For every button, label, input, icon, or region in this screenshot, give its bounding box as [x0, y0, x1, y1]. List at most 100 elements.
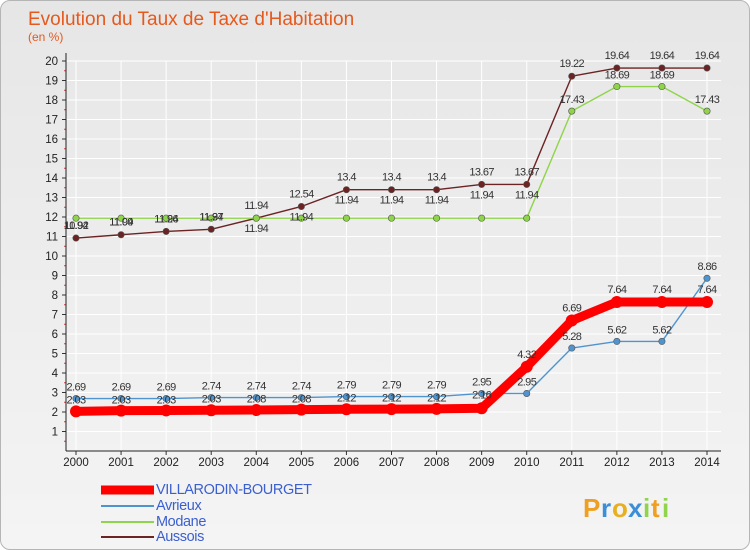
y-tick-label: 9 — [52, 271, 58, 283]
gridlines — [66, 60, 721, 451]
data-point — [655, 296, 668, 309]
data-point — [520, 360, 533, 373]
data-point — [70, 405, 82, 418]
data-label: 11.94 — [289, 211, 313, 223]
logo-letter: i — [643, 493, 650, 523]
data-label: 2.03 — [157, 395, 176, 407]
data-label: 11.94 — [109, 217, 133, 229]
data-point — [72, 214, 80, 222]
data-label: 13.4 — [382, 172, 401, 184]
y-tick-label: 16 — [45, 134, 58, 146]
data-label: 2.74 — [292, 381, 311, 393]
data-point — [658, 337, 666, 345]
y-tick-label: 2 — [52, 407, 58, 419]
data-point — [523, 214, 531, 222]
x-tick-label: 2007 — [379, 457, 405, 469]
logo-letter: x — [628, 493, 643, 523]
data-point — [297, 214, 305, 222]
data-label: 2.74 — [202, 381, 221, 393]
data-label: 2.12 — [427, 393, 446, 405]
x-tick-label: 2003 — [198, 457, 224, 469]
data-label: 18.69 — [650, 70, 675, 82]
proxiti-logo: P r o x i t i — [583, 493, 669, 523]
data-label: 2.16 — [472, 389, 491, 401]
data-point — [340, 403, 353, 416]
data-point — [703, 274, 711, 282]
data-label: 19.64 — [650, 50, 675, 62]
x-tick-label: 2012 — [604, 457, 630, 469]
logo-letter: o — [612, 493, 628, 523]
data-point — [72, 234, 80, 242]
data-point — [703, 64, 711, 72]
y-tick-label: 1 — [52, 427, 58, 439]
data-point — [117, 214, 125, 222]
x-tick-label: 2009 — [469, 457, 495, 469]
data-label: 2.69 — [112, 382, 131, 394]
data-label: 13.4 — [337, 172, 356, 184]
y-tick-label: 3 — [52, 388, 58, 400]
data-label: 11.94 — [244, 223, 268, 235]
logo-letter: r — [601, 493, 611, 523]
data-point — [613, 83, 621, 91]
data-label: 10.92 — [64, 220, 89, 232]
data-point — [703, 107, 711, 115]
x-tick-label: 2011 — [559, 457, 584, 469]
data-point — [297, 394, 305, 402]
legend-label: VILLARODIN-BOURGET — [156, 482, 312, 498]
data-label: 18.69 — [605, 70, 630, 82]
data-label: 4.32 — [517, 349, 536, 361]
data-label: 2.69 — [157, 382, 176, 394]
data-label: 5.62 — [607, 324, 626, 336]
data-point — [117, 395, 125, 403]
data-point — [115, 404, 128, 417]
data-point — [162, 395, 170, 403]
data-point — [433, 186, 441, 194]
data-label: 11.94 — [515, 189, 539, 201]
x-tick-label: 2006 — [334, 457, 360, 469]
logo-letter: i — [662, 493, 669, 523]
data-point — [610, 296, 623, 309]
x-tick-label: 2008 — [424, 457, 450, 469]
x-tick-label: 2010 — [514, 457, 540, 469]
data-label: 11.37 — [199, 211, 223, 223]
data-point — [478, 180, 486, 188]
y-tick-label: 17 — [45, 115, 58, 127]
data-label: 2.79 — [337, 380, 356, 392]
data-label: 2.03 — [66, 395, 85, 407]
data-point — [523, 180, 531, 188]
x-tick-label: 2013 — [649, 457, 675, 469]
y-tick-label: 20 — [45, 56, 58, 68]
data-label: 2.12 — [337, 393, 356, 405]
data-label: 2.79 — [427, 380, 446, 392]
data-point — [523, 389, 531, 397]
y-tick-label: 8 — [52, 290, 58, 302]
legend-label: Avrieux — [156, 498, 202, 514]
data-label: 17.43 — [560, 94, 585, 106]
data-point — [160, 404, 173, 417]
data-point — [478, 389, 486, 397]
data-label: 19.64 — [605, 50, 630, 62]
data-point — [207, 394, 215, 402]
x-tick-label: 2004 — [243, 457, 269, 469]
data-label: 8.86 — [697, 261, 716, 273]
data-label: 13.67 — [469, 166, 494, 178]
data-label: 2.74 — [247, 381, 266, 393]
data-point — [207, 214, 215, 222]
data-label: 11.94 — [425, 195, 449, 207]
data-label: 11.94 — [64, 220, 88, 232]
data-point — [205, 404, 218, 417]
logo-letter: t — [651, 493, 660, 523]
y-tick-label: 7 — [52, 310, 58, 322]
data-label: 2.95 — [472, 376, 491, 388]
data-point — [342, 214, 350, 222]
data-label: 11.94 — [470, 189, 494, 201]
data-point — [207, 225, 215, 233]
x-tick-label: 2000 — [63, 457, 89, 469]
data-label: 11.94 — [335, 195, 359, 207]
data-label: 11.26 — [154, 213, 178, 225]
x-tick-label: 2014 — [694, 457, 720, 469]
data-label: 19.22 — [560, 58, 585, 70]
